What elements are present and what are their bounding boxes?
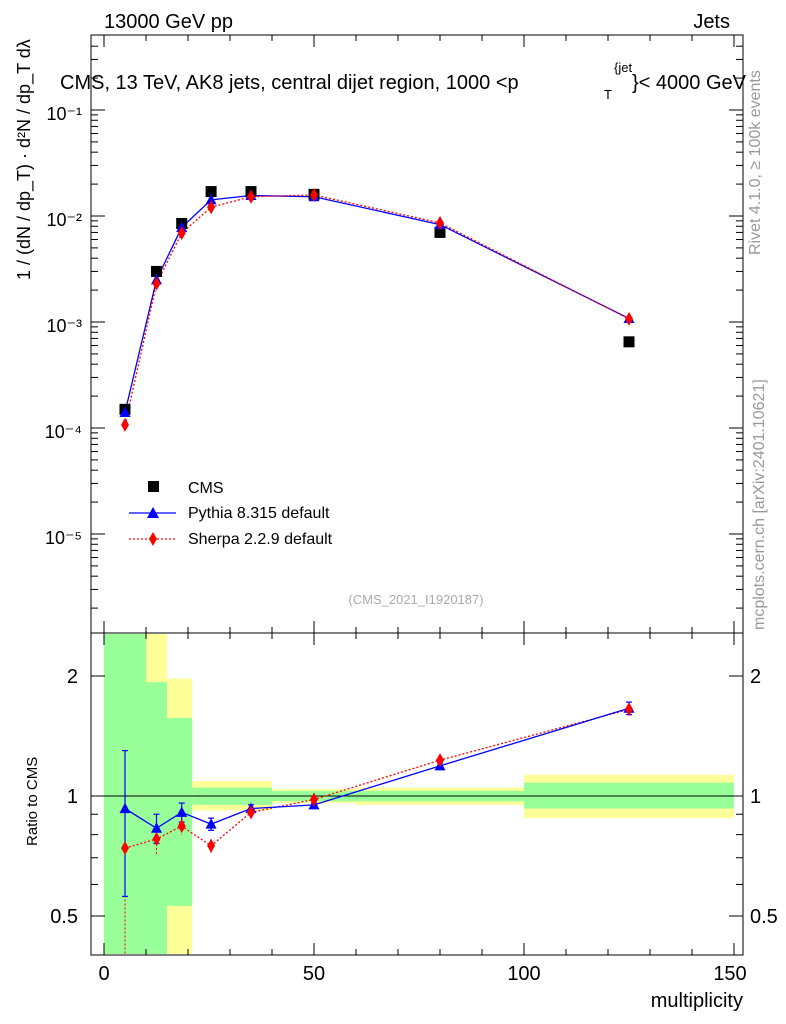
ratio-xtick-labels: 0 50 100 150 xyxy=(98,963,746,985)
legend: CMS Pythia 8.315 default Sherpa 2.2.9 de… xyxy=(129,480,333,548)
energy-label: 13000 GeV pp xyxy=(104,11,233,33)
ytick-label-1e-5: 10⁻⁵ xyxy=(45,528,82,548)
main-series xyxy=(119,186,635,432)
ratio-sherpa-point xyxy=(177,819,186,834)
category-label: Jets xyxy=(693,11,730,33)
plot-title-tail: }< 4000 GeV xyxy=(632,72,747,94)
main-ytick-labels: 10⁻⁵ 10⁻⁴ 10⁻³ 10⁻² 10⁻¹ xyxy=(45,104,82,548)
analysis-id: (CMS_2021_I1920187) xyxy=(348,592,483,607)
ratio-y-axis-label: Ratio to CMS xyxy=(24,757,41,846)
pythia-point xyxy=(119,406,131,418)
cms-point xyxy=(434,226,446,238)
sherpa-line xyxy=(124,194,630,426)
ratio-series xyxy=(119,701,635,954)
ytick-label-1e-2: 10⁻² xyxy=(46,210,82,230)
ratio-pythia-point xyxy=(119,802,131,814)
ratio-ytick-label-right-0.5: 0.5 xyxy=(750,906,778,928)
ytick-label-1e-3: 10⁻³ xyxy=(46,316,82,336)
sherpa-point xyxy=(625,311,633,326)
ratio-ytick-label-right-1: 1 xyxy=(750,786,761,808)
cms-point xyxy=(151,265,162,277)
ratio-pythia-point xyxy=(151,822,162,833)
sherpa-point xyxy=(177,226,186,241)
ratio-pythia-point xyxy=(205,818,217,829)
rivet-label: Rivet 4.1.0, ≥ 100k events xyxy=(747,70,764,255)
ratio-sherpa-point xyxy=(247,805,255,820)
xtick-label-0: 0 xyxy=(98,963,109,985)
ytick-label-1e-1: 10⁻¹ xyxy=(46,104,82,124)
ratio-pythia-line xyxy=(124,707,630,830)
ratio-sherpa-point xyxy=(207,838,216,853)
sherpa-point xyxy=(247,189,255,204)
ratio-sherpa-point xyxy=(152,832,161,847)
ratio-ytick-label-right-2: 2 xyxy=(750,666,761,688)
sherpa-point xyxy=(207,200,216,215)
legend-sherpa-label: Sherpa 2.2.9 default xyxy=(188,531,333,548)
pythia-point xyxy=(205,193,217,205)
x-axis-label: multiplicity xyxy=(651,990,743,1012)
ratio-ytick-labels: 0.5 1 2 0.5 1 2 xyxy=(50,666,778,928)
ratio-sherpa-point xyxy=(436,753,444,768)
xtick-label-100: 100 xyxy=(507,963,540,985)
legend-pythia-marker xyxy=(147,507,159,518)
ratio-sherpa-point xyxy=(121,841,129,856)
ratio-frame xyxy=(90,632,744,956)
legend-cms-label: CMS xyxy=(188,480,224,497)
main-axis-ticks xyxy=(91,35,743,633)
ratio-ytick-label-0.5: 0.5 xyxy=(50,906,78,928)
ratio-ytick-label-2: 2 xyxy=(67,666,78,688)
sherpa-point xyxy=(310,187,318,202)
sherpa-point xyxy=(121,417,129,432)
legend-pythia-label: Pythia 8.315 default xyxy=(188,505,330,522)
ratio-uncertainty-bands xyxy=(104,634,734,954)
y-axis-main-label: 1 / (dN / dp_T) · d²N / dp_T dλ xyxy=(14,39,35,280)
cms-point xyxy=(205,186,217,198)
ytick-label-1e-4: 10⁻⁴ xyxy=(45,422,82,442)
ratio-sherpa-point xyxy=(310,792,318,807)
legend-cms-marker xyxy=(148,481,159,492)
sherpa-point xyxy=(436,215,444,230)
pythia-line xyxy=(124,194,630,413)
sherpa-point xyxy=(152,276,161,291)
cms-point xyxy=(623,336,635,348)
plot-title-sup: {jet xyxy=(614,60,632,75)
xtick-label-50: 50 xyxy=(303,963,325,985)
plot-title-main: CMS, 13 TeV, AK8 jets, central dijet reg… xyxy=(60,72,519,94)
y-axis-main-label-text: 1 / (dN / dp_T) · d²N / dp_T dλ xyxy=(14,39,35,280)
mcplots-label: mcplots.cern.ch [arXiv:2401.10621] xyxy=(751,379,768,630)
ratio-axis-ticks xyxy=(91,633,743,955)
plot-title-sub: T xyxy=(604,87,612,102)
ratio-pythia-point xyxy=(176,806,188,817)
ratio-ytick-label-1: 1 xyxy=(67,786,78,808)
xtick-label-150: 150 xyxy=(713,963,746,985)
ratio-sherpa-line xyxy=(124,708,630,849)
legend-sherpa-marker xyxy=(149,532,157,546)
plot-title: CMS, 13 TeV, AK8 jets, central dijet reg… xyxy=(60,72,519,94)
ratio-sherpa-point xyxy=(625,702,633,717)
